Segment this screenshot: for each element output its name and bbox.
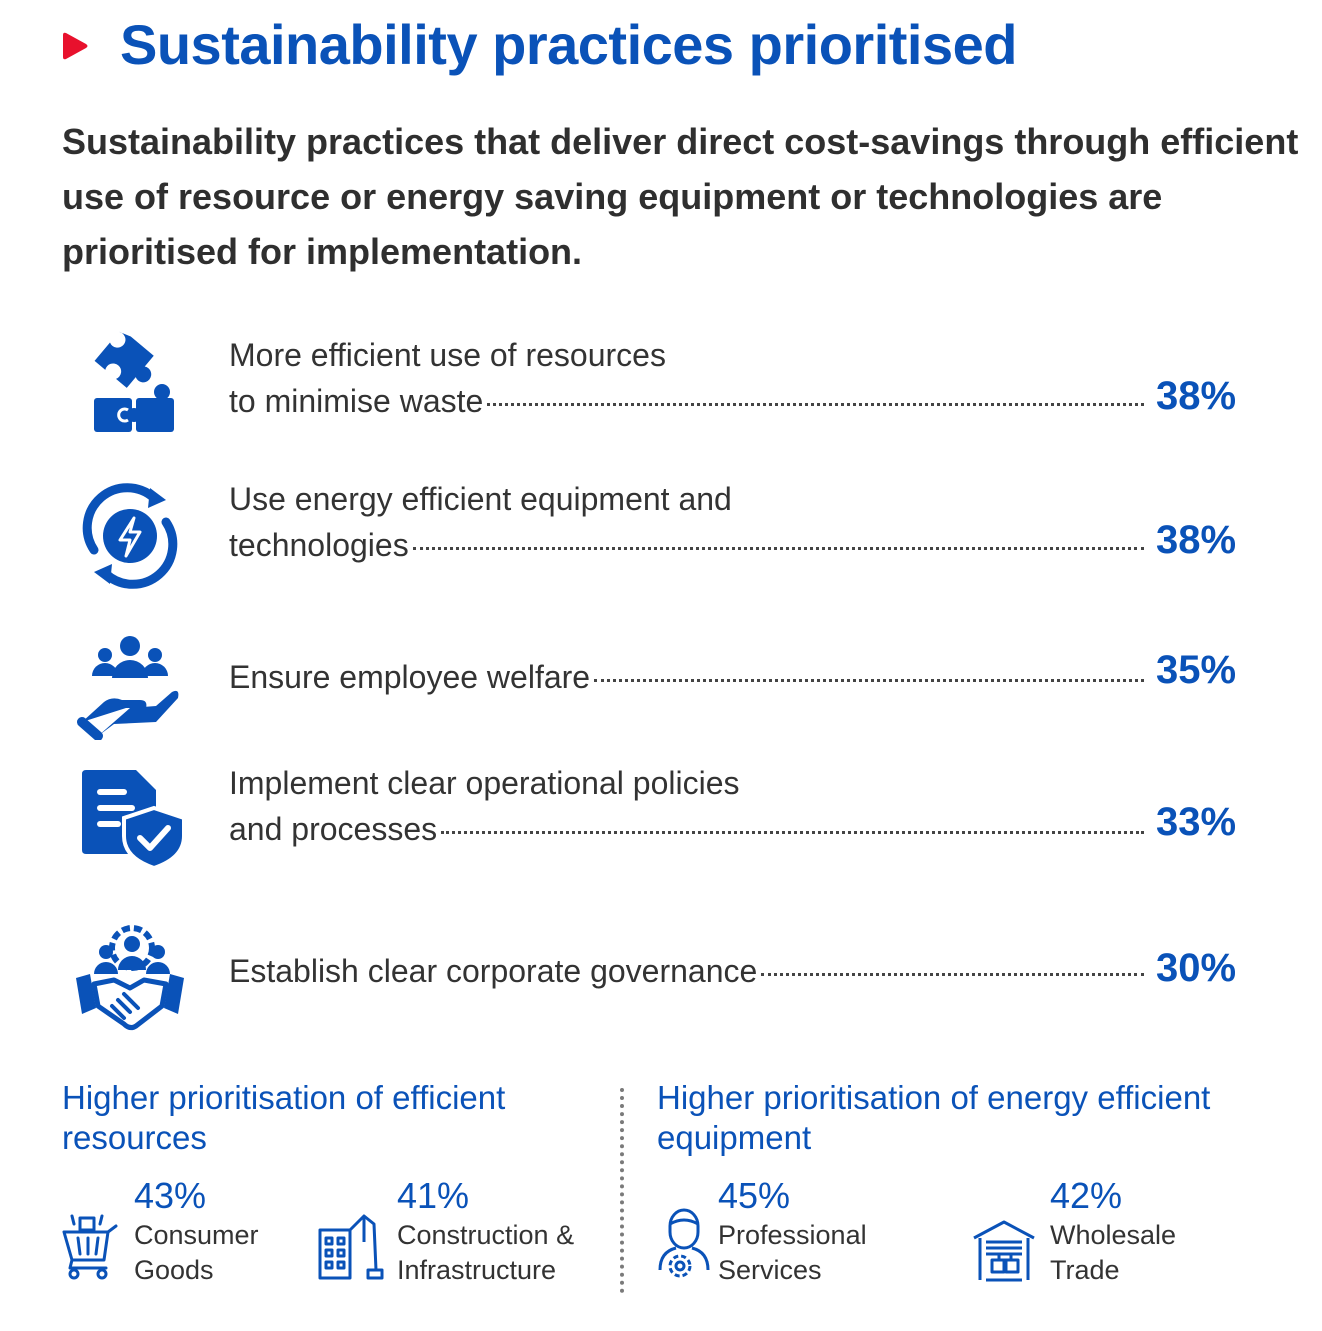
practice-row: Ensure employee welfare 35%	[0, 620, 1322, 740]
practice-value: 38%	[1156, 518, 1237, 562]
practice-label: Establish clear corporate governance	[229, 948, 1144, 994]
dotted-leader	[487, 403, 1144, 406]
stat-value: 41%	[397, 1175, 470, 1216]
dotted-leader	[594, 679, 1144, 682]
practice-value: 38%	[1156, 374, 1237, 418]
governance-handshake-icon	[76, 925, 184, 1031]
practice-value: 33%	[1156, 800, 1237, 844]
practice-value: 30%	[1156, 946, 1237, 990]
practice-row: Establish clear corporate governance 30%	[0, 914, 1322, 1034]
stat-label: Professional Services	[718, 1220, 867, 1285]
employee-care-icon	[77, 636, 179, 740]
practice-label: Ensure employee welfare	[229, 654, 1144, 700]
section-divider	[620, 1088, 624, 1293]
energy-equipment-title: Higher prioritisation of energy efficien…	[657, 1079, 1211, 1156]
shopping-cart-icon	[62, 1214, 118, 1280]
energy-cycle-icon	[82, 483, 178, 589]
practice-label: Use energy efficient equipment and techn…	[229, 476, 1144, 568]
lead-text: Sustainability practices that deliver di…	[62, 121, 1299, 272]
practice-row: Use energy efficient equipment and techn…	[0, 474, 1322, 594]
warehouse-icon	[973, 1220, 1035, 1282]
practice-label: More efficient use of resources to minim…	[229, 332, 1144, 424]
construction-icon	[318, 1214, 384, 1280]
stat-value: 43%	[134, 1175, 207, 1216]
practice-row: Implement clear operational policies and…	[0, 758, 1322, 878]
dotted-leader	[412, 547, 1144, 550]
practice-value: 35%	[1156, 648, 1237, 692]
stat-label: Construction & Infrastructure	[397, 1220, 575, 1285]
policy-shield-icon	[82, 770, 186, 871]
dotted-leader	[761, 973, 1144, 976]
red-bullet-icon	[63, 32, 88, 60]
dotted-leader	[441, 831, 1144, 834]
practice-row: More efficient use of resources to minim…	[0, 330, 1322, 450]
stat-label: Wholesale Trade	[1050, 1220, 1177, 1285]
puzzle-icon	[94, 331, 174, 432]
practice-label: Implement clear operational policies and…	[229, 760, 1144, 852]
stat-label: Consumer Goods	[134, 1220, 259, 1285]
page-title: Sustainability practices prioritised	[120, 13, 1017, 76]
efficient-resources-title: Higher prioritisation of efficient resou…	[62, 1079, 506, 1156]
stat-value: 45%	[718, 1175, 791, 1216]
professional-gear-icon	[658, 1208, 710, 1278]
stat-value: 42%	[1050, 1175, 1123, 1216]
